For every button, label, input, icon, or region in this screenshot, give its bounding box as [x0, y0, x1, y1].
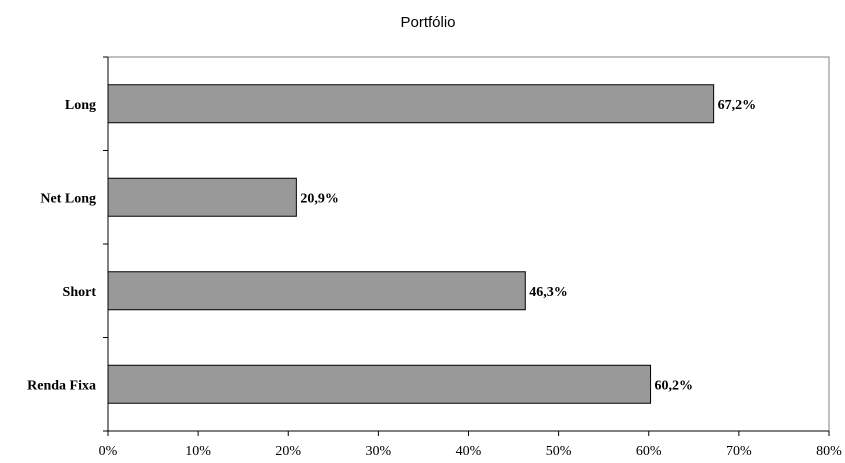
x-tick-label: 30%	[366, 444, 392, 459]
x-tick-label: 0%	[99, 444, 118, 459]
plot-area: 0% 10% 20% 30% 40% 50% 60% 70% 80% Long 67,2% Net L…	[27, 56, 842, 459]
bar	[107, 177, 297, 217]
data-label: 60,2%	[655, 378, 694, 393]
category-label: Renda Fixa	[27, 378, 96, 393]
x-tick-label: 10%	[185, 444, 211, 459]
x-tick-label: 50%	[546, 444, 572, 459]
x-tick-label: 40%	[456, 444, 482, 459]
x-tick-label: 60%	[636, 444, 662, 459]
data-label: 20,9%	[300, 191, 339, 206]
bar	[107, 364, 652, 404]
bar	[107, 84, 715, 124]
category-label: Long	[65, 98, 96, 113]
bar	[107, 271, 526, 311]
x-tick-label: 20%	[275, 444, 301, 459]
category-label: Short	[63, 285, 97, 300]
chart-title: Portfólio	[400, 14, 455, 31]
data-label: 46,3%	[529, 285, 568, 300]
x-tick-label: 70%	[726, 444, 752, 459]
x-tick-label: 80%	[816, 444, 842, 459]
data-label: 67,2%	[718, 98, 757, 113]
category-label: Net Long	[40, 191, 96, 206]
